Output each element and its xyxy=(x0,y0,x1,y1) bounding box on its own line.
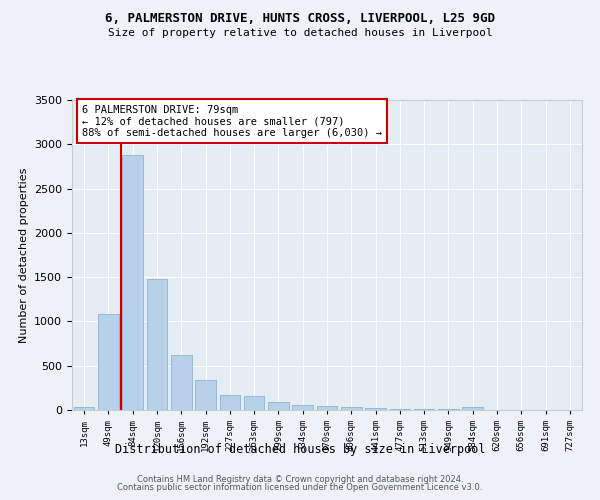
Bar xyxy=(268,402,289,410)
Text: Distribution of detached houses by size in Liverpool: Distribution of detached houses by size … xyxy=(115,444,485,456)
Bar xyxy=(463,408,483,410)
Bar xyxy=(171,355,191,410)
Bar xyxy=(122,155,143,410)
Bar xyxy=(317,406,337,410)
Bar xyxy=(146,279,167,410)
Bar xyxy=(98,314,119,410)
Bar xyxy=(341,408,362,410)
Bar xyxy=(74,408,94,410)
Text: Size of property relative to detached houses in Liverpool: Size of property relative to detached ho… xyxy=(107,28,493,38)
Bar xyxy=(365,408,386,410)
Text: Contains public sector information licensed under the Open Government Licence v3: Contains public sector information licen… xyxy=(118,483,482,492)
Y-axis label: Number of detached properties: Number of detached properties xyxy=(19,168,29,342)
Text: 6, PALMERSTON DRIVE, HUNTS CROSS, LIVERPOOL, L25 9GD: 6, PALMERSTON DRIVE, HUNTS CROSS, LIVERP… xyxy=(105,12,495,26)
Bar xyxy=(389,408,410,410)
Text: 6 PALMERSTON DRIVE: 79sqm
← 12% of detached houses are smaller (797)
88% of semi: 6 PALMERSTON DRIVE: 79sqm ← 12% of detac… xyxy=(82,104,382,138)
Bar xyxy=(414,409,434,410)
Bar xyxy=(292,404,313,410)
Bar xyxy=(244,396,265,410)
Bar xyxy=(195,380,216,410)
Bar xyxy=(220,395,240,410)
Text: Contains HM Land Registry data © Crown copyright and database right 2024.: Contains HM Land Registry data © Crown c… xyxy=(137,476,463,484)
